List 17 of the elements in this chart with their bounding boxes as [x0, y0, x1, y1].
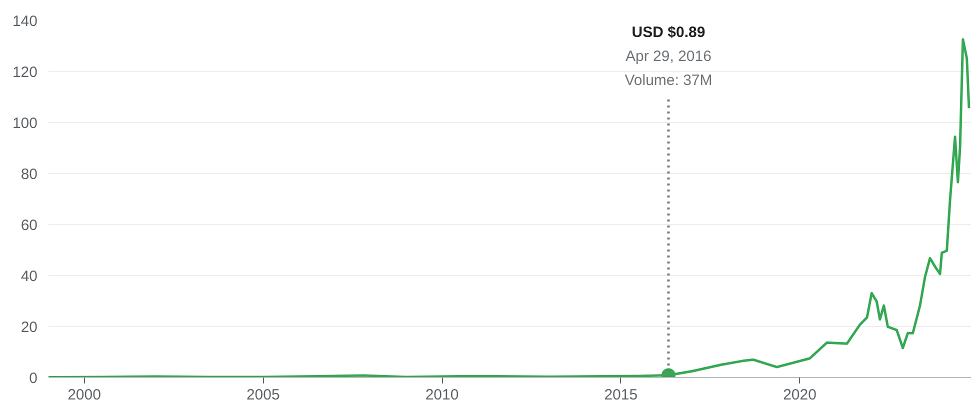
annotation: USD $0.89 — [632, 24, 706, 41]
line-series — [48, 38, 970, 378]
x-tick-label: 2015 — [604, 386, 638, 404]
y-tick-label: 60 — [20, 217, 38, 234]
x-tick-label: 2020 — [783, 386, 816, 404]
y-tick-label: 140 — [12, 13, 38, 30]
y-tick-label: 0 — [29, 370, 38, 387]
x-tick-label: 2010 — [425, 386, 459, 404]
y-tick-label: 120 — [12, 64, 38, 81]
annotation: Volume: 37M — [624, 72, 712, 89]
y-tick-label: 80 — [20, 166, 38, 183]
x-tick-label: 2000 — [68, 386, 101, 404]
y-tick-label: 100 — [12, 115, 38, 132]
x-tick-label: 2005 — [246, 386, 280, 404]
y-tick-label: 20 — [20, 319, 38, 336]
annotation: Apr 29, 2016 — [626, 48, 712, 65]
y-tick-label: 40 — [20, 268, 38, 285]
